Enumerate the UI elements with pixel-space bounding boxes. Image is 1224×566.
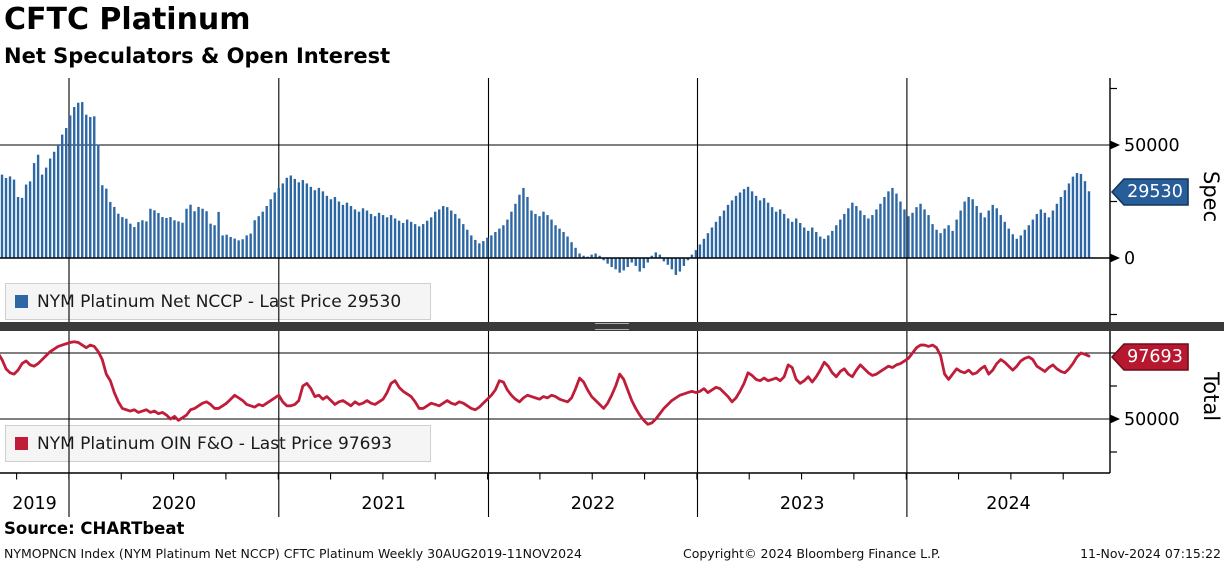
svg-text:2024: 2024: [986, 494, 1031, 514]
footer-ticker-info: NYMOPNCN Index (NYM Platinum Net NCCP) C…: [4, 546, 582, 561]
footer-timestamp: 11-Nov-2024 07:15:22: [1080, 546, 1221, 561]
svg-text:0: 0: [1124, 249, 1135, 269]
source-line: Source: CHARTbeat: [4, 519, 185, 538]
axis-name-spec: Spec: [1199, 171, 1223, 223]
page-title: CFTC Platinum: [4, 2, 251, 37]
legend-oin-fo-label: NYM Platinum OIN F&O - Last Price 97693: [37, 433, 393, 454]
legend-net-nccp[interactable]: NYM Platinum Net NCCP - Last Price 29530: [5, 283, 431, 320]
blue-series-swatch-icon: [15, 295, 28, 308]
last-price-tag-spec: 29530: [1110, 177, 1190, 207]
svg-text:2021: 2021: [361, 494, 406, 514]
axis-name-total: Total: [1199, 372, 1223, 422]
panel-resize-grip-icon[interactable]: [595, 323, 629, 330]
price-tag-arrow-icon: [1110, 178, 1189, 206]
price-tag-arrow-icon: [1110, 343, 1189, 371]
svg-text:2019: 2019: [12, 494, 57, 514]
page-subtitle: Net Speculators & Open Interest: [4, 44, 391, 68]
red-series-swatch-icon: [15, 437, 28, 450]
panel-separator: [0, 322, 1224, 331]
svg-text:2023: 2023: [780, 494, 825, 514]
legend-net-nccp-label: NYM Platinum Net NCCP - Last Price 29530: [37, 291, 402, 312]
svg-text:2022: 2022: [571, 494, 616, 514]
last-price-value-spec: 29530: [1127, 181, 1183, 202]
last-price-value-total: 97693: [1127, 346, 1183, 367]
legend-oin-fo[interactable]: NYM Platinum OIN F&O - Last Price 97693: [5, 425, 431, 462]
svg-text:2020: 2020: [152, 494, 197, 514]
svg-text:50000: 50000: [1124, 136, 1180, 156]
last-price-tag-total: 97693: [1110, 342, 1190, 372]
svg-text:50000: 50000: [1124, 410, 1180, 430]
footer-copyright: Copyright© 2024 Bloomberg Finance L.P.: [683, 546, 941, 561]
